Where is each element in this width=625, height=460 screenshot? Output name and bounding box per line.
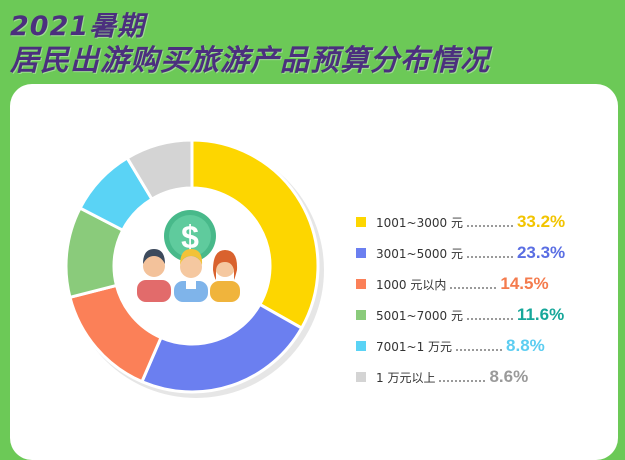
leader-dots [450, 287, 497, 289]
legend-swatch [356, 279, 366, 289]
legend-label: 1 万元以上 [376, 370, 436, 385]
legend-item: 3001~5000 元 23.3% [356, 241, 606, 265]
legend-item: 1001~3000 元 33.2% [356, 210, 606, 234]
legend-label: 7001~1 万元 [376, 339, 453, 354]
legend-item: 1 万元以上 8.6% [356, 365, 606, 389]
leader-dots [456, 349, 503, 351]
legend-swatch [356, 217, 366, 227]
svg-text:$: $ [181, 219, 199, 255]
dollar-coin-icon: $ [164, 210, 216, 262]
legend-item: 7001~1 万元 8.8% [356, 334, 606, 358]
legend-value: 8.8% [506, 336, 545, 355]
leader-dots [466, 256, 513, 258]
legend-label: 1001~3000 元 [376, 215, 463, 230]
leader-dots [439, 380, 486, 382]
legend-label: 3001~5000 元 [376, 246, 463, 261]
legend-value: 11.6% [516, 305, 565, 324]
legend-swatch [356, 310, 366, 320]
legend-value: 33.2% [516, 212, 566, 231]
page-title-year: 2021暑期 [10, 11, 146, 42]
leader-dots [466, 225, 513, 227]
donut-slice [190, 138, 320, 331]
legend-label: 5001~7000 元 [376, 308, 463, 323]
legend-swatch [356, 341, 366, 351]
page-title: 居民出游购买旅游产品预算分布情况 [10, 43, 491, 77]
chart-card: $ 1001~3000 元 33.2% 3001~5000 元 [10, 84, 618, 460]
legend-item: 5001~7000 元 11.6% [356, 303, 606, 327]
legend-swatch [356, 372, 366, 382]
leader-dots [466, 318, 513, 320]
legend-value: 14.5% [500, 274, 549, 293]
donut-slice [125, 138, 194, 202]
legend-swatch [356, 248, 366, 258]
legend-label: 1000 元以内 [376, 277, 447, 292]
legend-value: 8.6% [489, 367, 529, 386]
donut-chart: $ [64, 138, 324, 398]
people-group-icon: $ [137, 210, 240, 302]
legend-item: 1000 元以内 14.5% [356, 272, 606, 296]
legend-value: 23.3% [516, 243, 566, 262]
